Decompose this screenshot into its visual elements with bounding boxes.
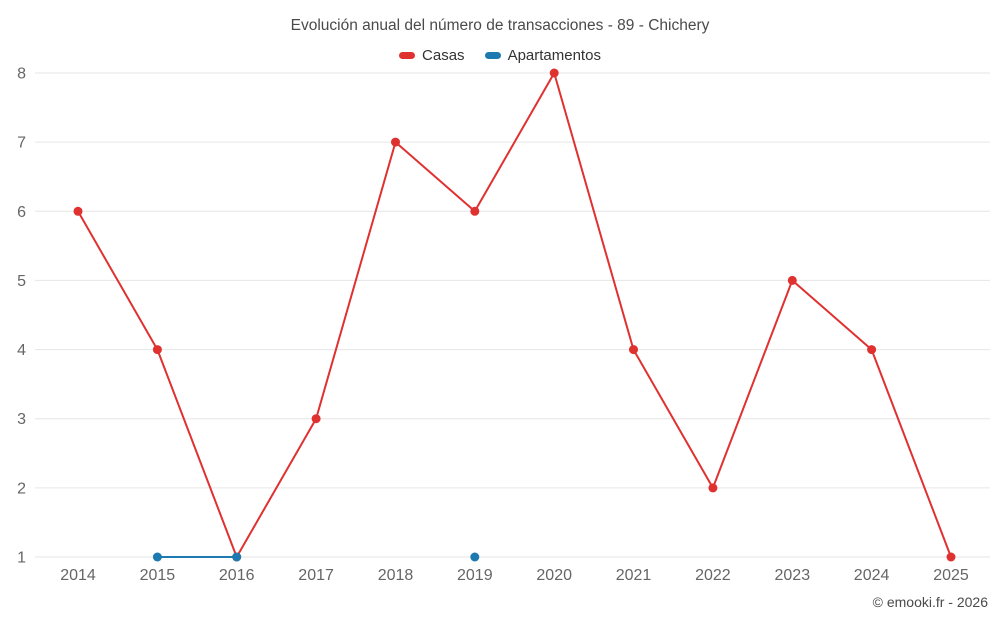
- series-line-casas: [77, 72, 952, 558]
- data-point-casas[interactable]: [708, 483, 718, 493]
- data-point-casas[interactable]: [470, 206, 480, 216]
- data-point-casas[interactable]: [152, 345, 162, 355]
- data-point-casas[interactable]: [787, 275, 797, 285]
- y-axis-label: 4: [17, 342, 26, 359]
- legend-item-apartamentos[interactable]: Apartamentos: [484, 47, 601, 64]
- x-axis-label: 2014: [60, 567, 96, 584]
- x-axis-label: 2019: [457, 567, 493, 584]
- x-axis-label: 2015: [140, 567, 176, 584]
- data-point-casas[interactable]: [867, 345, 877, 355]
- legend-marker-icon: [484, 52, 501, 59]
- x-axis-label: 2024: [854, 567, 890, 584]
- x-axis-label: 2021: [616, 567, 652, 584]
- y-axis-label: 7: [17, 135, 26, 152]
- data-point-apartamentos[interactable]: [232, 552, 242, 562]
- legend: Casas Apartamentos: [0, 47, 1000, 64]
- y-axis-label: 5: [17, 273, 26, 290]
- data-point-casas[interactable]: [946, 552, 956, 562]
- data-point-casas[interactable]: [391, 137, 400, 147]
- x-axis-label: 2022: [695, 567, 731, 584]
- x-axis-label: 2016: [219, 567, 255, 584]
- credit-text: © emooki.fr - 2026: [872, 594, 988, 610]
- legend-item-casas[interactable]: Casas: [399, 47, 465, 64]
- x-axis-label: 2020: [536, 567, 572, 584]
- chart-title: Evolución anual del número de transaccio…: [290, 17, 710, 34]
- data-point-casas[interactable]: [311, 414, 321, 424]
- y-axis-label: 1: [17, 550, 26, 567]
- data-point-apartamentos[interactable]: [152, 552, 162, 562]
- data-point-casas[interactable]: [73, 206, 83, 216]
- x-axis-label: 2017: [298, 567, 334, 584]
- y-axis-label: 8: [17, 66, 26, 83]
- y-axis-label: 6: [17, 204, 26, 221]
- y-axis-label: 3: [17, 411, 26, 428]
- x-axis-label: 2018: [378, 567, 414, 584]
- x-axis-label: 2023: [775, 567, 811, 584]
- legend-label: Casas: [422, 47, 465, 64]
- data-point-apartamentos[interactable]: [470, 552, 480, 562]
- legend-label: Apartamentos: [507, 47, 601, 64]
- data-point-casas[interactable]: [549, 68, 559, 78]
- data-point-casas[interactable]: [629, 345, 638, 355]
- x-axis-label: 2025: [933, 567, 969, 584]
- y-axis-label: 2: [17, 480, 26, 497]
- legend-marker-icon: [399, 52, 416, 59]
